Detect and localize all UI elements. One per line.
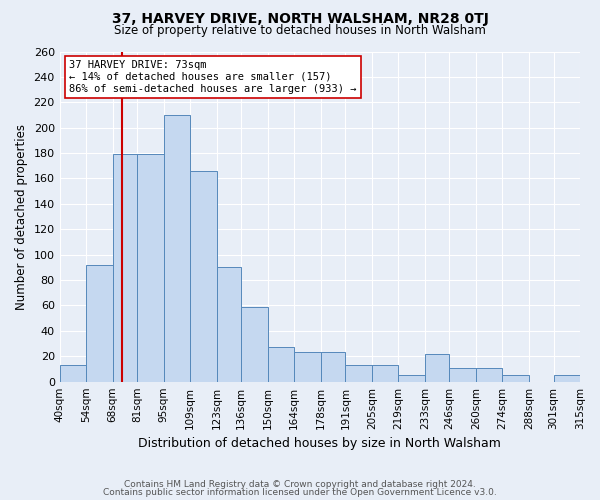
Bar <box>372 365 398 382</box>
Bar <box>449 368 476 382</box>
Bar <box>294 352 321 382</box>
Text: 37, HARVEY DRIVE, NORTH WALSHAM, NR28 0TJ: 37, HARVEY DRIVE, NORTH WALSHAM, NR28 0T… <box>112 12 488 26</box>
Bar <box>502 376 529 382</box>
Bar <box>476 368 502 382</box>
Bar <box>398 376 425 382</box>
Text: Contains HM Land Registry data © Crown copyright and database right 2024.: Contains HM Land Registry data © Crown c… <box>124 480 476 489</box>
Bar <box>164 115 190 382</box>
Bar <box>241 307 268 382</box>
Bar <box>268 348 294 382</box>
Text: Contains public sector information licensed under the Open Government Licence v3: Contains public sector information licen… <box>103 488 497 497</box>
Bar <box>137 154 164 382</box>
X-axis label: Distribution of detached houses by size in North Walsham: Distribution of detached houses by size … <box>139 437 501 450</box>
Bar <box>86 265 113 382</box>
Bar <box>59 365 86 382</box>
Bar <box>346 365 372 382</box>
Text: 37 HARVEY DRIVE: 73sqm
← 14% of detached houses are smaller (157)
86% of semi-de: 37 HARVEY DRIVE: 73sqm ← 14% of detached… <box>69 60 356 94</box>
Bar <box>190 171 217 382</box>
Bar <box>321 352 346 382</box>
Y-axis label: Number of detached properties: Number of detached properties <box>15 124 28 310</box>
Bar <box>425 354 449 382</box>
Bar <box>217 268 241 382</box>
Text: Size of property relative to detached houses in North Walsham: Size of property relative to detached ho… <box>114 24 486 37</box>
Bar <box>113 154 137 382</box>
Bar <box>554 376 580 382</box>
